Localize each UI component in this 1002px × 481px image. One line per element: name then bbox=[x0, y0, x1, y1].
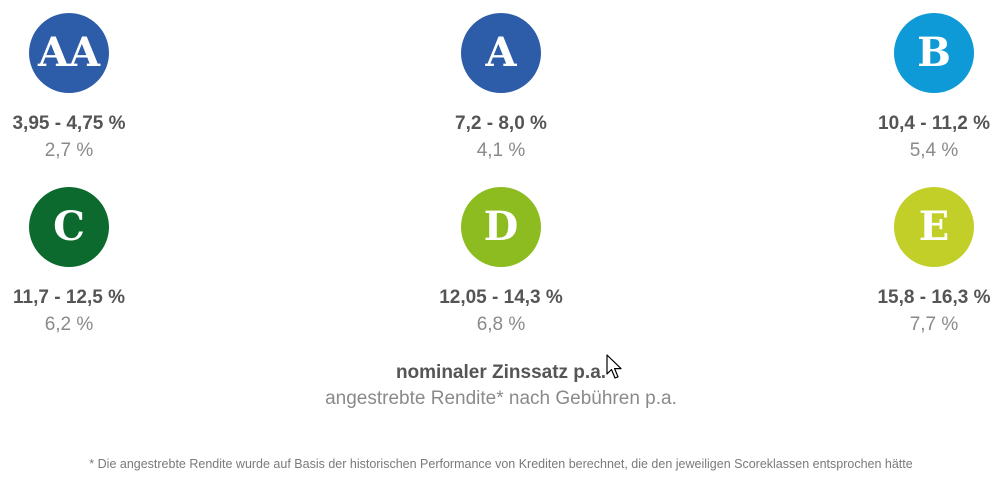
grade-aa: AA 3,95 - 4,75 % 2,7 % bbox=[0, 13, 149, 162]
grade-c-badge: C bbox=[29, 187, 109, 267]
grade-e: E 15,8 - 16,3 % 7,7 % bbox=[854, 187, 1002, 336]
legend: nominaler Zinssatz p.a. angestrebte Rend… bbox=[0, 362, 1002, 410]
legend-yield-label: angestrebte Rendite* nach Gebühren p.a. bbox=[325, 388, 677, 409]
grade-a: A 7,2 - 8,0 % 4,1 % bbox=[421, 13, 581, 162]
grade-a-yield: 4,1 % bbox=[476, 140, 526, 161]
grade-c-yield: 6,2 % bbox=[44, 314, 94, 335]
grade-b-yield: 5,4 % bbox=[909, 140, 959, 161]
grade-d-badge: D bbox=[461, 187, 541, 267]
grade-c-interest: 11,7 - 12,5 % bbox=[13, 287, 125, 308]
grade-e-badge: E bbox=[894, 187, 974, 267]
legend-interest-label: nominaler Zinssatz p.a. bbox=[395, 362, 607, 383]
grade-a-badge: A bbox=[461, 13, 541, 93]
grade-b-interest: 10,4 - 11,2 % bbox=[878, 113, 990, 134]
grade-aa-interest: 3,95 - 4,75 % bbox=[12, 113, 126, 134]
grade-d-yield: 6,8 % bbox=[476, 314, 526, 335]
grade-c: C 11,7 - 12,5 % 6,2 % bbox=[0, 187, 149, 336]
mouse-pointer-icon bbox=[606, 354, 622, 379]
grade-aa-badge: AA bbox=[29, 13, 109, 93]
grade-e-interest: 15,8 - 16,3 % bbox=[877, 287, 991, 308]
grade-d-interest: 12,05 - 14,3 % bbox=[439, 287, 563, 308]
grade-b-badge: B bbox=[894, 13, 974, 93]
grade-aa-yield: 2,7 % bbox=[44, 140, 94, 161]
footnote: * Die angestrebte Rendite wurde auf Basi… bbox=[89, 457, 913, 471]
grade-d: D 12,05 - 14,3 % 6,8 % bbox=[421, 187, 581, 336]
grade-a-interest: 7,2 - 8,0 % bbox=[455, 113, 547, 134]
grade-b: B 10,4 - 11,2 % 5,4 % bbox=[854, 13, 1002, 162]
grade-e-yield: 7,7 % bbox=[909, 314, 959, 335]
